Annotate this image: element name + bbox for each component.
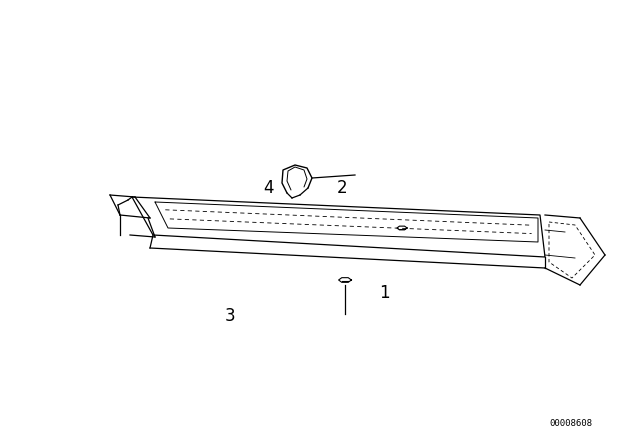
Text: 1: 1 <box>379 284 389 302</box>
Text: 2: 2 <box>337 179 348 197</box>
Text: 00008608: 00008608 <box>549 419 593 428</box>
Text: 3: 3 <box>225 307 236 325</box>
Text: 4: 4 <box>264 179 274 197</box>
